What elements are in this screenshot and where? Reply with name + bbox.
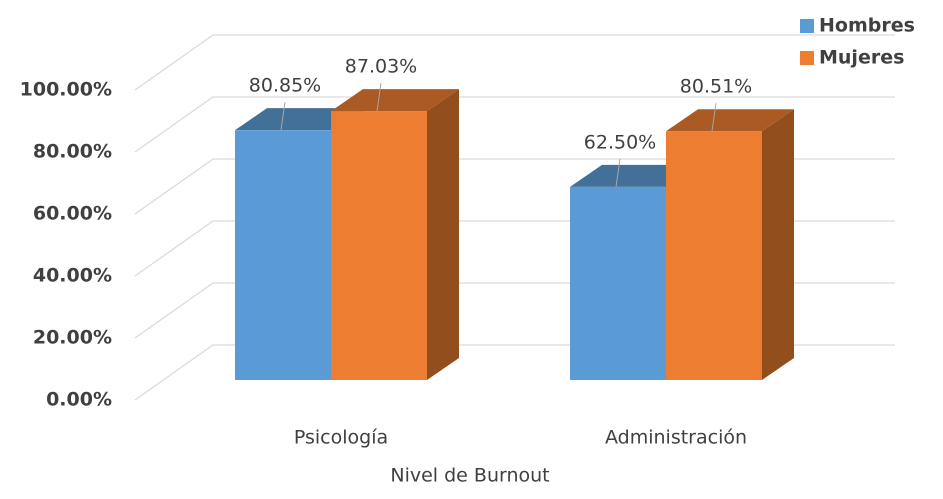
bar-top [666, 109, 794, 132]
bar-top [331, 89, 459, 112]
bar-side [427, 89, 459, 380]
grid-line [134, 34, 895, 91]
label-leader [280, 102, 286, 131]
label-leader [376, 83, 382, 112]
x-tick-label: Psicología [294, 427, 388, 449]
x-tick-label: Administración [605, 427, 747, 449]
value-label: 80.51% [680, 76, 752, 98]
y-tick-label: 20.00% [33, 327, 112, 349]
label-leader [615, 158, 621, 187]
y-tick-label: 80.00% [33, 141, 112, 163]
y-tick-label: 0.00% [46, 389, 112, 411]
bar-side [762, 109, 794, 381]
legend-swatch [800, 51, 814, 65]
legend-swatch [800, 19, 814, 33]
bar [570, 186, 666, 380]
legend-label: Hombres [819, 15, 915, 37]
grid-line [134, 96, 895, 153]
legend-label: Mujeres [819, 47, 904, 69]
y-tick-label: 100.00% [20, 79, 112, 101]
y-tick-label: 60.00% [33, 203, 112, 225]
value-label: 80.85% [249, 75, 321, 97]
x-axis-title: Nivel de Burnout [390, 465, 549, 487]
value-label: 87.03% [345, 56, 417, 78]
bar [331, 111, 427, 380]
value-label: 62.50% [584, 131, 656, 153]
y-tick-label: 40.00% [33, 265, 112, 287]
bar [666, 131, 762, 380]
bar [235, 130, 331, 380]
label-leader [711, 103, 717, 132]
